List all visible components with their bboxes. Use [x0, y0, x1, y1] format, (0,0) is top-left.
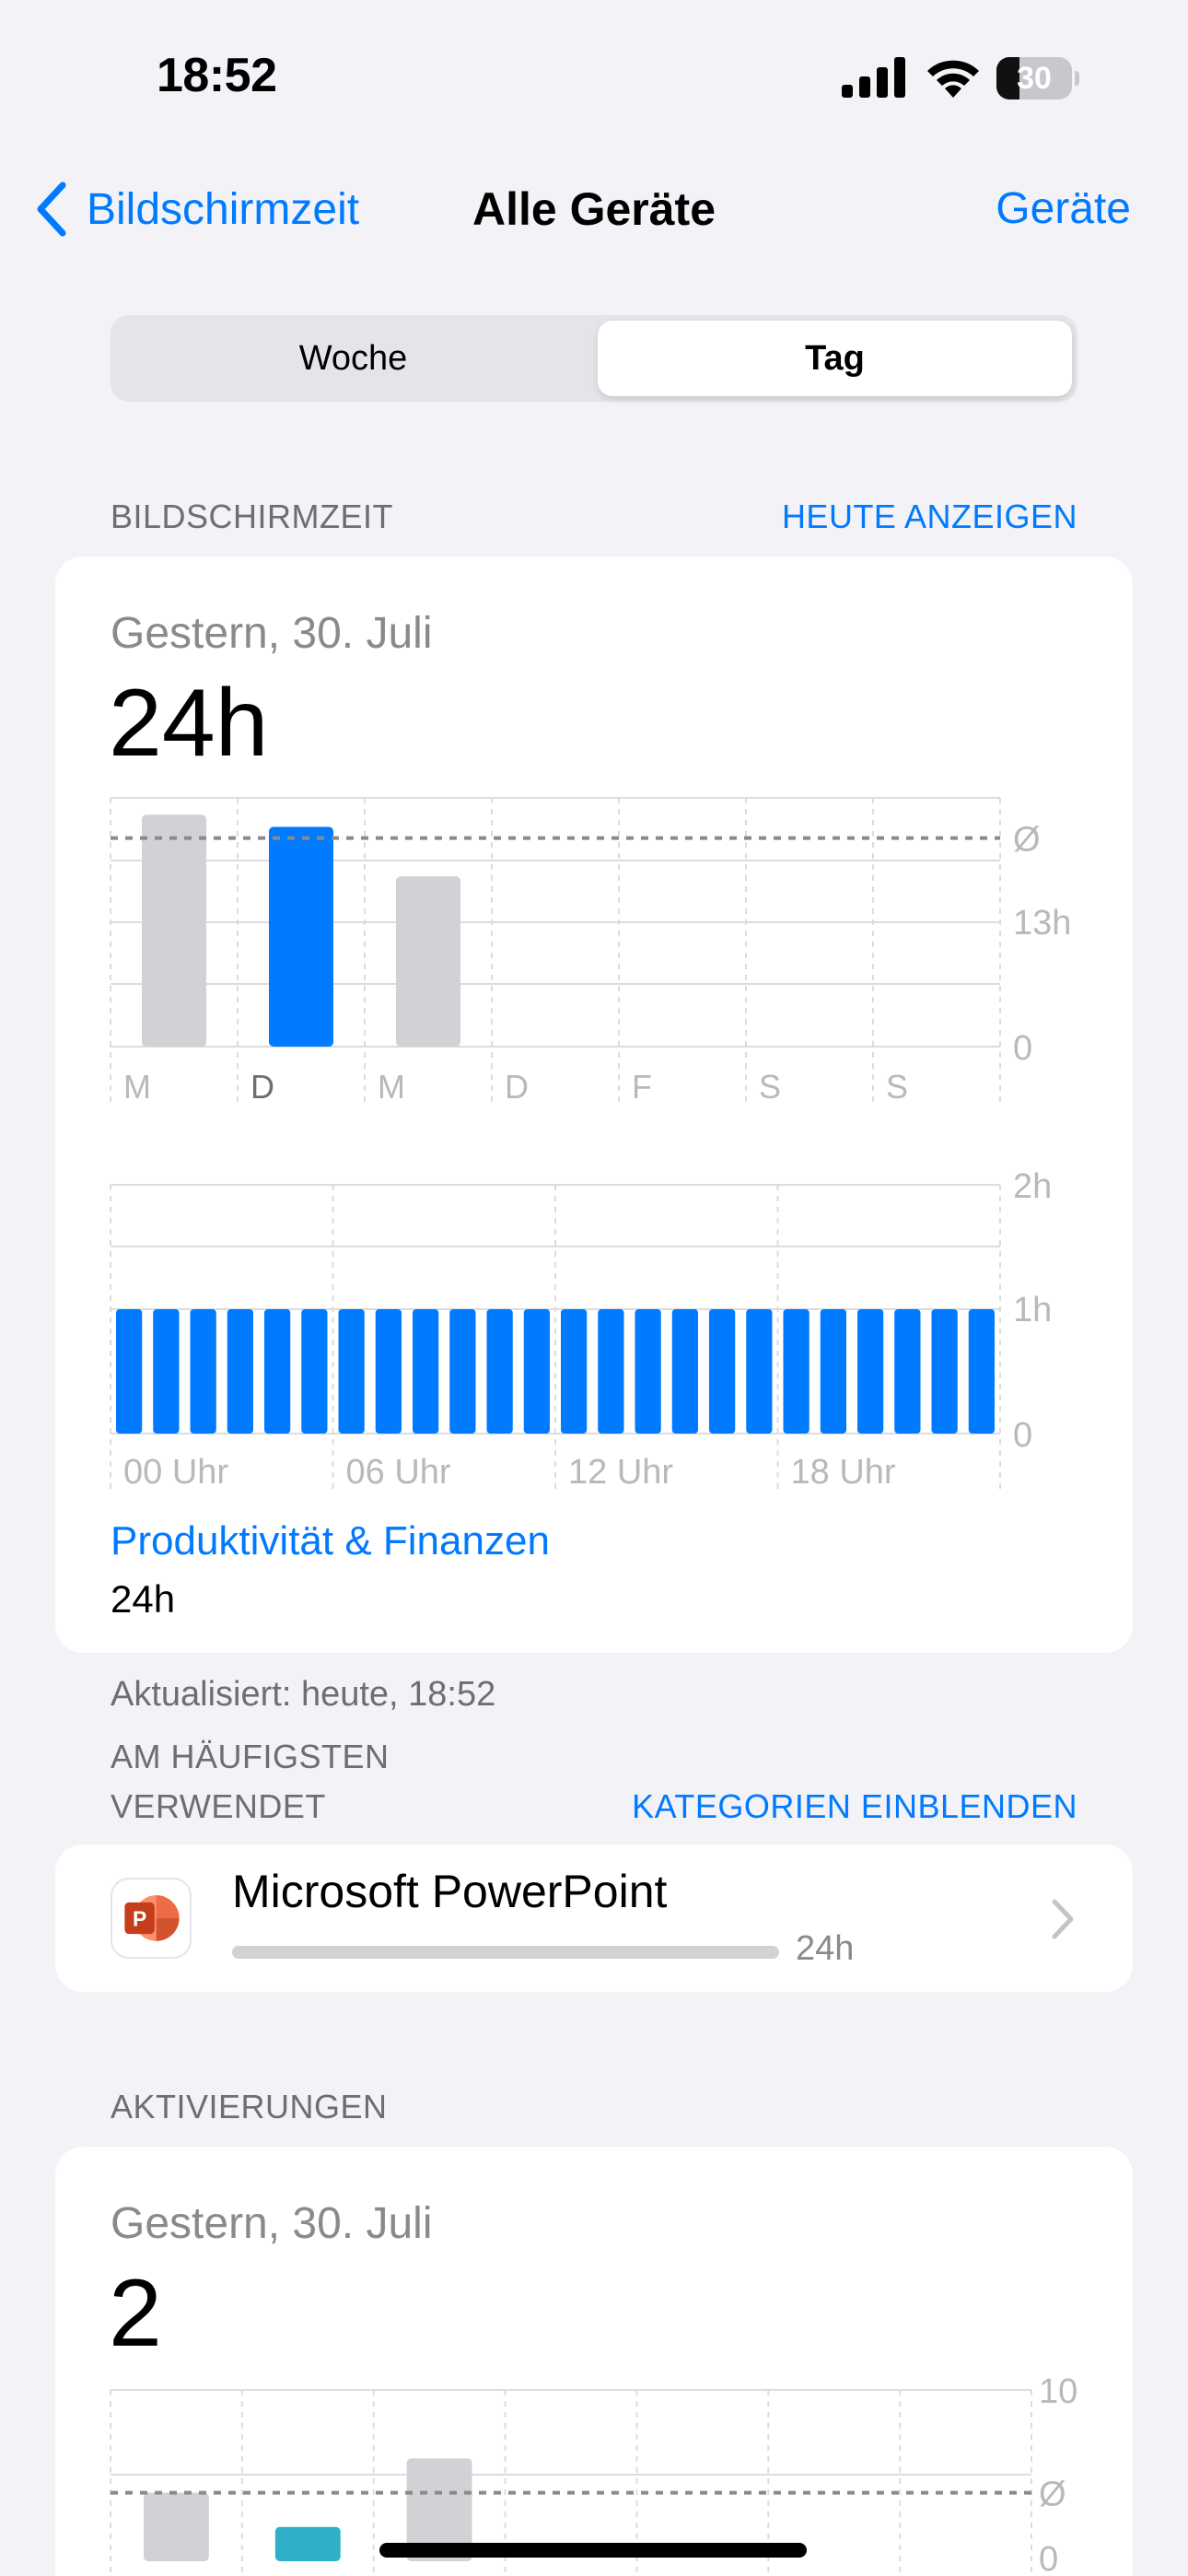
powerpoint-icon: P	[111, 1878, 192, 1959]
pickups-y-label: 0	[1039, 2540, 1058, 2576]
hourly-bar	[523, 1309, 550, 1434]
hourly-bar	[449, 1309, 476, 1434]
category-name[interactable]: Produktivität & Finanzen	[111, 1518, 550, 1563]
period-segmented-control: Woche Tag	[111, 315, 1077, 402]
hourly-bar	[894, 1309, 921, 1434]
hourly-y-label: 2h	[1013, 1167, 1052, 1206]
weekly-y-label: 13h	[1013, 904, 1071, 943]
hourly-bar	[301, 1309, 328, 1434]
weekly-x-label: F	[632, 1068, 652, 1106]
hourly-bar	[227, 1309, 253, 1434]
app-name: Microsoft PowerPoint	[232, 1866, 668, 1917]
weekly-bar	[396, 876, 460, 1047]
hourly-bar	[968, 1309, 995, 1434]
screen-time-section-title: BILDSCHIRMZEIT	[111, 498, 394, 535]
hourly-bar	[709, 1309, 736, 1434]
hourly-bar	[857, 1309, 884, 1434]
hourly-bar	[561, 1309, 588, 1434]
screen-time-date: Gestern, 30. Juli	[111, 609, 433, 658]
pickups-y-label: Ø	[1039, 2476, 1066, 2514]
pickups-total: 2	[109, 2260, 162, 2367]
pickups-card	[55, 2147, 1133, 2576]
hourly-bar	[116, 1309, 143, 1434]
battery-level-fill	[996, 57, 1019, 100]
category-value: 24h	[111, 1577, 176, 1621]
devices-button[interactable]: Geräte	[996, 184, 1131, 233]
weekly-x-label: D	[505, 1068, 529, 1106]
most-used-section-title-line2: VERWENDET	[111, 1787, 326, 1825]
weekly-usage-chart: Ø 13h 0 M D M D F S S	[110, 797, 1071, 1106]
hourly-bar	[190, 1309, 216, 1434]
segment-week[interactable]: Woche	[298, 339, 408, 378]
hourly-y-label: 0	[1013, 1416, 1032, 1455]
home-indicator	[379, 2543, 807, 2558]
weekly-x-label: M	[378, 1068, 405, 1106]
hourly-bar	[746, 1309, 773, 1434]
weekly-x-label: M	[123, 1068, 151, 1106]
weekly-bar	[269, 826, 333, 1047]
hourly-bar	[153, 1309, 180, 1434]
hourly-bar	[671, 1309, 698, 1434]
hourly-usage-chart: 2h 1h 0 00 Uhr 06 Uhr 12 Uhr 18 Uhr	[110, 1167, 1052, 1492]
app-usage-time: 24h	[796, 1929, 855, 1968]
hourly-bar	[820, 1309, 846, 1434]
hourly-bar	[486, 1309, 513, 1434]
pickups-section-title: AKTIVIERUNGEN	[111, 2088, 388, 2125]
weekly-x-label: S	[886, 1068, 908, 1106]
hourly-x-label: 18 Uhr	[791, 1453, 896, 1492]
hourly-x-label: 06 Uhr	[346, 1453, 451, 1492]
weekly-y-label: Ø	[1013, 821, 1041, 860]
pickups-bar	[274, 2526, 341, 2561]
weekly-x-label: D	[250, 1068, 274, 1106]
hourly-bar	[338, 1309, 365, 1434]
show-categories-button[interactable]: KATEGORIEN EINBLENDEN	[632, 1787, 1077, 1825]
hourly-x-label: 00 Uhr	[123, 1453, 228, 1492]
show-today-button[interactable]: HEUTE ANZEIGEN	[781, 498, 1077, 535]
most-used-section-title-line1: AM HÄUFIGSTEN	[111, 1738, 390, 1775]
hourly-bar	[783, 1309, 809, 1434]
hourly-y-label: 1h	[1013, 1291, 1052, 1329]
hourly-x-label: 12 Uhr	[568, 1453, 673, 1492]
hourly-bar	[264, 1309, 291, 1434]
screen-time-card	[55, 556, 1133, 1653]
hourly-bar	[375, 1309, 402, 1434]
weekly-bar	[142, 814, 206, 1047]
battery-level-text: 30	[1017, 61, 1052, 96]
hourly-bar	[931, 1309, 958, 1434]
app-usage-bar	[232, 1946, 779, 1959]
battery-icon: 30	[996, 57, 1079, 100]
app-list-item[interactable]	[55, 1844, 1133, 1992]
hourly-bar	[413, 1309, 439, 1434]
svg-text:P: P	[133, 1907, 146, 1931]
pickups-y-label: 10	[1039, 2372, 1077, 2411]
cellular-signal-icon	[842, 57, 905, 98]
pickups-bar	[406, 2458, 472, 2561]
back-button-label: Bildschirmzeit	[87, 184, 360, 234]
pickups-date: Gestern, 30. Juli	[111, 2199, 433, 2248]
screen-time-total: 24h	[109, 670, 269, 777]
chevron-left-icon	[37, 181, 66, 237]
back-button[interactable]: Bildschirmzeit	[33, 181, 359, 238]
weekly-y-label: 0	[1013, 1029, 1032, 1068]
hourly-bar	[635, 1309, 661, 1434]
chevron-right-icon	[1052, 1899, 1074, 1939]
wifi-icon	[927, 60, 979, 98]
pickups-bar	[144, 2492, 209, 2561]
updated-text: Aktualisiert: heute, 18:52	[111, 1675, 496, 1714]
segment-day[interactable]: Tag	[598, 321, 1072, 396]
hourly-bar	[598, 1309, 624, 1434]
status-time: 18:52	[157, 49, 277, 102]
weekly-x-label: S	[759, 1068, 781, 1106]
